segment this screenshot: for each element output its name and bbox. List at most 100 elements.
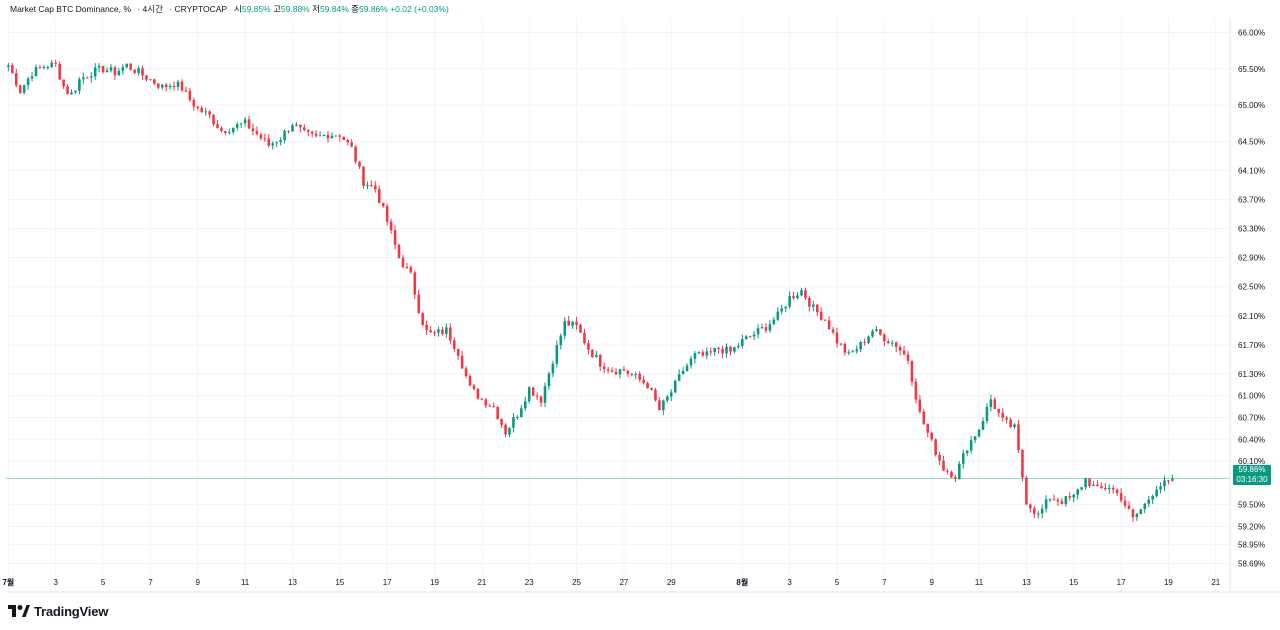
candle-body: [1107, 487, 1111, 490]
candle-body: [7, 65, 10, 67]
candle-body: [299, 124, 302, 128]
x-tick-label: 21: [1211, 578, 1220, 587]
candle-body: [1048, 499, 1052, 501]
candle-body: [153, 79, 156, 84]
candle-body: [1013, 424, 1016, 427]
candle-body: [133, 69, 136, 73]
candle-body: [898, 347, 902, 351]
candle-body: [618, 369, 622, 375]
candle-body: [271, 143, 275, 146]
candle-body: [587, 343, 590, 350]
candle-body: [591, 349, 594, 358]
candle-body: [701, 352, 705, 356]
candle-body: [523, 401, 527, 409]
candle-body: [172, 85, 176, 88]
symbol-title[interactable]: Market Cap BTC Dominance, %: [10, 4, 131, 14]
candle-body: [476, 389, 480, 399]
candle-body: [1092, 484, 1095, 487]
candle-body: [662, 400, 665, 411]
candle-body: [531, 387, 535, 396]
candle-body: [350, 142, 353, 147]
candle-body: [1119, 493, 1123, 501]
candle-body: [334, 135, 338, 137]
candle-body: [354, 146, 357, 162]
candle-body: [1033, 508, 1036, 514]
x-tick-label: 9: [196, 578, 201, 587]
change-value: +0.02 (+0.03%): [390, 4, 449, 14]
candle-body: [606, 369, 610, 371]
candle-body: [614, 371, 618, 375]
candle-body: [287, 130, 290, 132]
candle-body: [796, 295, 799, 299]
candle-body: [50, 62, 54, 68]
candle-body: [760, 327, 764, 329]
candle-body: [512, 417, 515, 428]
x-tick-label: 21: [477, 578, 486, 587]
y-axis[interactable]: 66.00% 65.50% 65.00% 64.50% 64.10% 63.70% 63.3…: [1238, 29, 1265, 569]
candle-body: [500, 418, 503, 425]
candle-body: [729, 346, 732, 352]
x-axis[interactable]: 7월 3 5 7 9 11 13 15 17 19 21 23 25 27 29 8월 3 5 7 9 11 13 15 17…: [2, 577, 1220, 587]
candle-body: [693, 353, 697, 359]
candle-body: [1044, 499, 1048, 509]
candle-body: [255, 131, 259, 135]
candle-body: [977, 429, 981, 437]
candle-body: [879, 329, 882, 335]
candle-body: [425, 324, 428, 331]
candle-body: [11, 65, 14, 74]
candle-body: [58, 63, 61, 80]
candle-body: [1163, 480, 1166, 487]
candle-body: [22, 85, 26, 93]
candle-body: [926, 423, 930, 433]
candle-body: [780, 308, 784, 312]
candle-body: [14, 73, 18, 86]
candle-body: [303, 127, 306, 131]
candle-body: [954, 477, 957, 479]
candle-body: [867, 336, 870, 343]
candle-body: [1009, 419, 1012, 427]
x-tick-label: 11: [975, 578, 984, 587]
candle-body: [567, 320, 570, 326]
candle-body: [677, 374, 681, 381]
x-tick-label: 19: [1164, 578, 1173, 587]
candle-body: [610, 370, 614, 372]
candle-body: [863, 341, 866, 343]
candle-body: [484, 399, 488, 406]
candle-body: [1084, 478, 1087, 488]
candle-body: [646, 383, 649, 389]
bar-countdown: 03:16:30: [1236, 475, 1268, 484]
candle-body: [149, 79, 152, 81]
candle-body: [752, 334, 756, 337]
candle-body: [697, 352, 701, 354]
candle-body: [370, 185, 373, 187]
y-tick-label: 62.50%: [1238, 283, 1265, 292]
candle-body: [1123, 500, 1127, 506]
candle-body: [251, 128, 255, 132]
chart-grid: [6, 18, 1230, 592]
candle-body: [145, 75, 148, 80]
candle-body: [1115, 489, 1119, 494]
candle-body: [452, 340, 456, 349]
candle-body: [689, 358, 693, 366]
candle-body: [212, 114, 215, 125]
candle-body: [602, 366, 606, 370]
candle-body: [681, 370, 685, 375]
candle-body: [792, 296, 795, 299]
candle-body: [66, 86, 69, 95]
candle-body: [62, 79, 65, 87]
candle-body: [168, 85, 172, 88]
candle-body: [894, 342, 898, 348]
candle-body: [74, 90, 77, 93]
candle-body: [93, 67, 97, 77]
candle-body: [228, 132, 231, 134]
candle-body: [547, 373, 551, 387]
candle-body: [362, 166, 365, 186]
last-price-value: 59.86%: [1238, 465, 1266, 474]
candle-body: [184, 90, 188, 92]
candle-body: [571, 321, 574, 326]
x-tick-label: 29: [667, 578, 676, 587]
candle-body: [231, 127, 235, 133]
tradingview-logo[interactable]: TradingView: [8, 602, 108, 620]
interval-label[interactable]: 4시간: [142, 4, 163, 14]
